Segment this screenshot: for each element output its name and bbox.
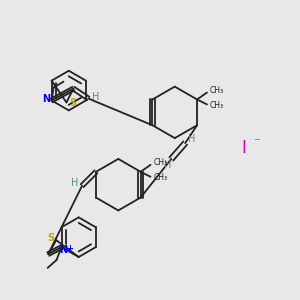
Text: H: H xyxy=(92,92,99,101)
Text: CH₃: CH₃ xyxy=(210,86,224,95)
Text: H: H xyxy=(71,178,79,188)
Text: +: + xyxy=(66,244,73,253)
Text: CH₃: CH₃ xyxy=(154,158,168,167)
Text: N: N xyxy=(59,245,68,255)
Text: I: I xyxy=(242,139,247,157)
Text: N: N xyxy=(43,94,51,104)
Text: CH₃: CH₃ xyxy=(154,173,168,182)
Text: S: S xyxy=(48,233,55,243)
Text: H: H xyxy=(188,134,196,144)
Text: H: H xyxy=(164,160,171,170)
Text: CH₃: CH₃ xyxy=(210,101,224,110)
Text: ⁻: ⁻ xyxy=(253,136,259,150)
Text: S: S xyxy=(69,98,76,108)
